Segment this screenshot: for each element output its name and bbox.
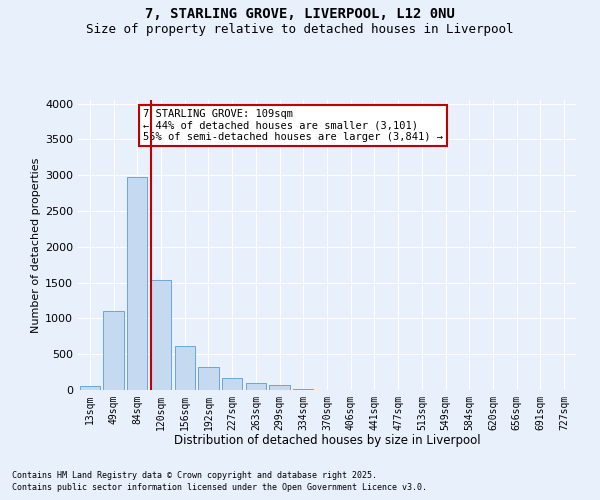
Bar xyxy=(199,367,218,390)
Text: 7 STARLING GROVE: 109sqm
← 44% of detached houses are smaller (3,101)
55% of sem: 7 STARLING GROVE: 109sqm ← 44% of detach… xyxy=(143,108,443,142)
X-axis label: Distribution of detached houses by size in Liverpool: Distribution of detached houses by size … xyxy=(173,434,481,448)
Bar xyxy=(151,280,171,390)
Bar xyxy=(175,346,195,390)
Bar xyxy=(269,384,290,390)
Text: Contains public sector information licensed under the Open Government Licence v3: Contains public sector information licen… xyxy=(12,484,427,492)
Text: Size of property relative to detached houses in Liverpool: Size of property relative to detached ho… xyxy=(86,22,514,36)
Bar xyxy=(222,378,242,390)
Bar xyxy=(80,386,100,390)
Bar xyxy=(103,311,124,390)
Bar xyxy=(127,176,148,390)
Y-axis label: Number of detached properties: Number of detached properties xyxy=(31,158,41,332)
Bar xyxy=(246,383,266,390)
Text: 7, STARLING GROVE, LIVERPOOL, L12 0NU: 7, STARLING GROVE, LIVERPOOL, L12 0NU xyxy=(145,8,455,22)
Text: Contains HM Land Registry data © Crown copyright and database right 2025.: Contains HM Land Registry data © Crown c… xyxy=(12,471,377,480)
